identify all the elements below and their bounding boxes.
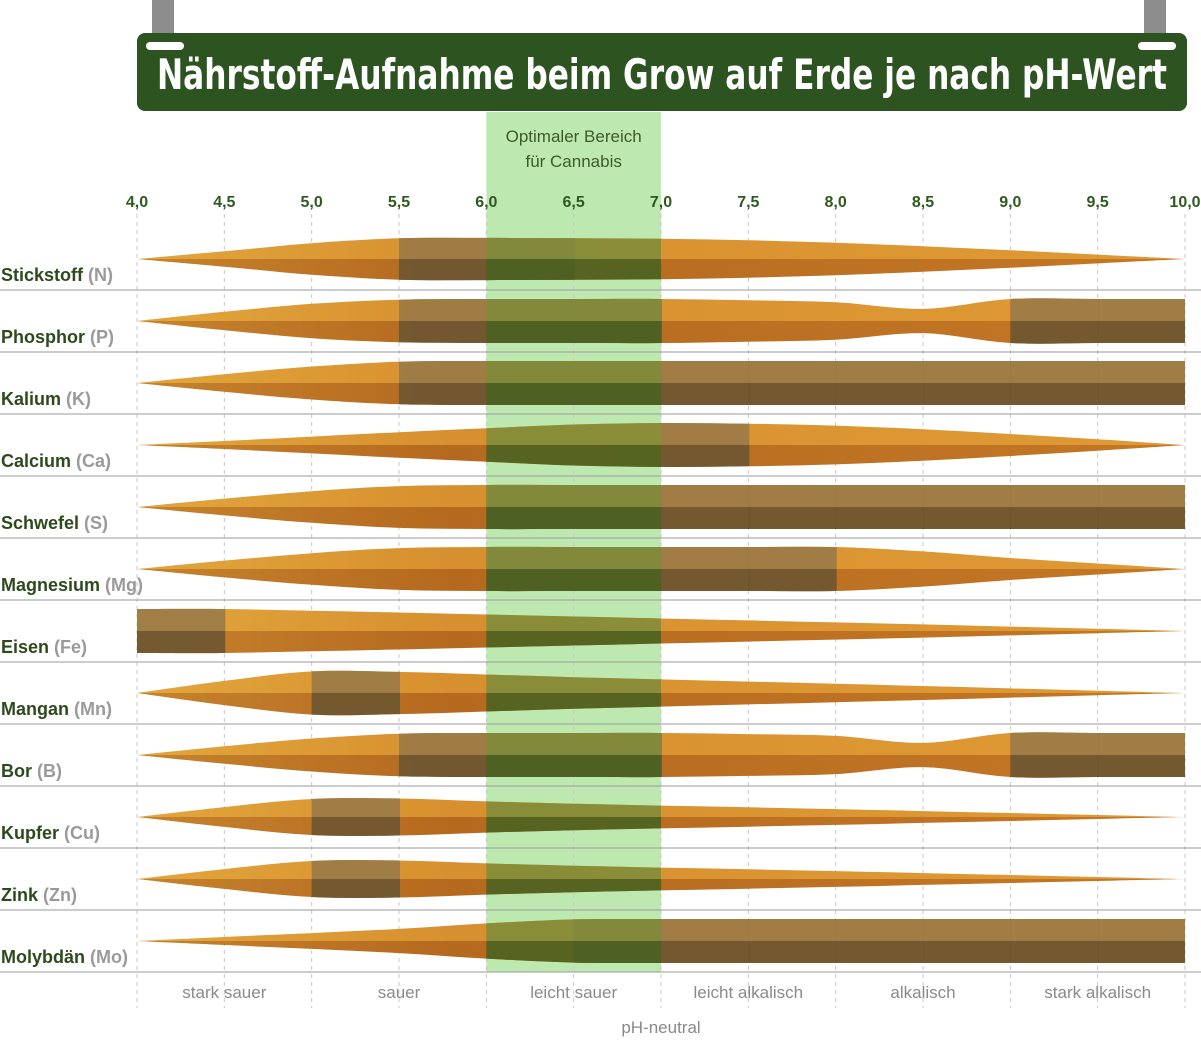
nutrient-name: Kalium: [1, 389, 66, 409]
nutrient-name: Eisen: [1, 637, 54, 657]
nutrient-label-zink: Zink (Zn): [1, 885, 77, 905]
nutrient-symbol: (S): [84, 513, 108, 533]
nutrient-name: Phosphor: [1, 327, 90, 347]
band-shading-magnesium: [486, 546, 837, 592]
nutrient-name: Kupfer: [1, 823, 64, 843]
chart-title: Nährstoff-Aufnahme beim Grow auf Erde je…: [157, 50, 1167, 99]
band-shading-molybdaen: [486, 918, 1185, 964]
ph-neutral-label: pH-neutral: [621, 1018, 700, 1037]
band-shading-kalium: [399, 360, 1185, 406]
nutrient-name: Molybdän: [1, 947, 90, 967]
nutrient-row-molybdaen: Molybdän (Mo): [0, 918, 1201, 973]
nutrient-row-schwefel: Schwefel (S): [0, 484, 1201, 539]
x-tick-label: 5,0: [301, 194, 323, 211]
nutrient-name: Zink: [1, 885, 43, 905]
zone-label-stark-sauer: stark sauer: [182, 983, 266, 1002]
zone-labels: stark sauer sauer leicht sauer leicht alkal…: [182, 983, 1151, 1002]
nutrient-symbol: (Zn): [43, 885, 77, 905]
band-shading-phosphor: [399, 298, 1185, 344]
nutrient-row-magnesium: Magnesium (Mg): [0, 546, 1201, 601]
nutrient-symbol: (N): [88, 265, 113, 285]
nutrient-symbol: (P): [90, 327, 114, 347]
nutrient-row-calcium: Calcium (Ca): [0, 422, 1201, 477]
optimal-range-label-line2: für Cannabis: [525, 152, 621, 171]
title-banner: [137, 33, 1187, 111]
x-tick-label: 6,5: [563, 194, 585, 211]
nutrient-name: Stickstoff: [1, 265, 88, 285]
band-shading-bor: [399, 732, 1185, 778]
nutrient-name: Mangan: [1, 699, 74, 719]
nutrient-label-kalium: Kalium (K): [1, 389, 91, 409]
zone-label-sauer: sauer: [378, 983, 421, 1002]
nutrient-symbol: (B): [37, 761, 62, 781]
nutrient-row-kupfer: Kupfer (Cu): [0, 798, 1201, 849]
nutrient-symbol: (Ca): [76, 451, 111, 471]
zone-label-stark-alkalisch: stark alkalisch: [1044, 983, 1151, 1002]
nutrient-row-phosphor: Phosphor (P): [0, 298, 1201, 353]
nutrient-row-stickstoff: Stickstoff (N): [0, 237, 1201, 291]
nutrient-label-molybdaen: Molybdän (Mo): [1, 947, 128, 967]
band-shading-schwefel: [486, 484, 1185, 530]
nutrient-row-bor: Bor (B): [0, 732, 1201, 787]
nutrient-label-stickstoff: Stickstoff (N): [1, 265, 113, 285]
nutrient-label-schwefel: Schwefel (S): [1, 513, 108, 533]
nutrient-label-calcium: Calcium (Ca): [1, 451, 111, 471]
x-tick-label: 4,0: [126, 194, 148, 211]
nutrient-label-eisen: Eisen (Fe): [1, 637, 87, 657]
nutrient-label-bor: Bor (B): [1, 761, 62, 781]
nutrient-symbol: (K): [66, 389, 91, 409]
band-shading-eisen: [137, 608, 661, 654]
nutrient-symbol: (Mg): [105, 575, 143, 595]
nutrient-symbol: (Mn): [74, 699, 112, 719]
x-tick-label: 9,0: [999, 194, 1021, 211]
nutrient-symbol: (Cu): [64, 823, 100, 843]
nutrient-label-mangan: Mangan (Mn): [1, 699, 112, 719]
zone-label-leicht-sauer: leicht sauer: [530, 983, 617, 1002]
nutrient-name: Schwefel: [1, 513, 84, 533]
band-shading-calcium: [486, 422, 750, 468]
nutrient-name: Calcium: [1, 451, 76, 471]
x-tick-label: 4,5: [213, 194, 235, 211]
nutrient-label-kupfer: Kupfer (Cu): [1, 823, 100, 843]
nutrient-name: Magnesium: [1, 575, 105, 595]
x-tick-label: 9,5: [1087, 194, 1109, 211]
x-tick-label: 6,0: [475, 194, 497, 211]
band-shading-stickstoff: [399, 237, 661, 281]
nutrient-row-eisen: Eisen (Fe): [0, 608, 1201, 663]
nutrient-row-mangan: Mangan (Mn): [0, 670, 1201, 725]
hanger-clip-left: [146, 42, 184, 50]
nutrient-name: Bor: [1, 761, 37, 781]
x-axis-ticks: 4,0 4,5 5,0 5,5 6,0 6,5 7,0 7,5 8,0 8,5 9,0 9,5 10,0: [126, 194, 1201, 211]
x-tick-label: 10,0: [1169, 194, 1200, 211]
hanger-clip-right: [1138, 42, 1176, 50]
x-tick-label: 5,5: [388, 194, 410, 211]
zone-label-leicht-alkalisch: leicht alkalisch: [694, 983, 804, 1002]
nutrient-symbol: (Mo): [90, 947, 128, 967]
nutrient-label-phosphor: Phosphor (P): [1, 327, 114, 347]
x-tick-label: 8,5: [912, 194, 934, 211]
nutrient-rows: Stickstoff (N) Phosphor (P) Kalium (K) Calc…: [0, 237, 1201, 973]
nutrient-label-magnesium: Magnesium (Mg): [1, 575, 143, 595]
zone-label-alkalisch: alkalisch: [890, 983, 955, 1002]
nutrient-symbol: (Fe): [54, 637, 87, 657]
x-tick-label: 7,5: [737, 194, 759, 211]
nutrient-row-zink: Zink (Zn): [0, 860, 1201, 911]
nutrient-row-kalium: Kalium (K): [0, 360, 1201, 415]
optimal-range-label-line1: Optimaler Bereich: [506, 127, 642, 146]
x-tick-label: 7,0: [650, 194, 672, 211]
x-tick-label: 8,0: [825, 194, 847, 211]
